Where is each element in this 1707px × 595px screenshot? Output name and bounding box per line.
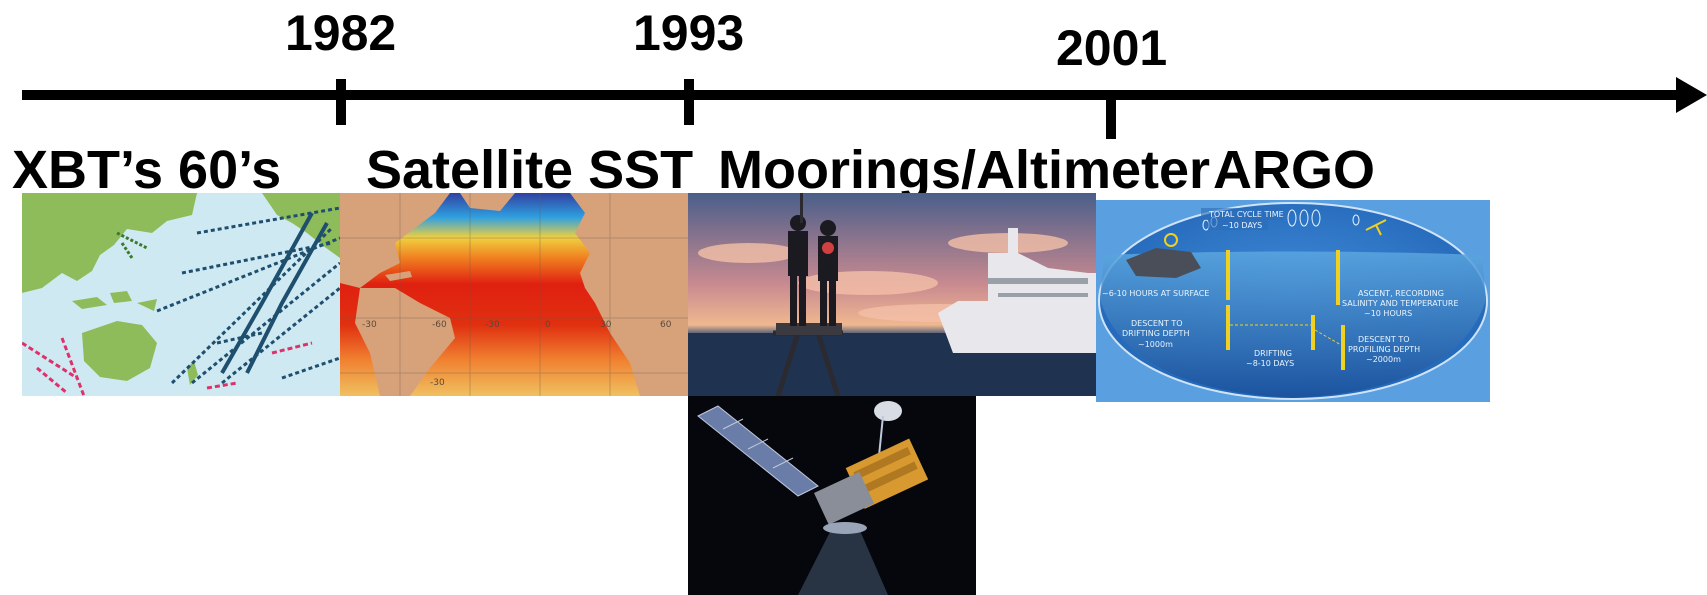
sst-tick-label: -30 [430, 378, 445, 388]
argo-ascent-label: ~10 HOURS [1364, 309, 1412, 318]
sst-tick-label: 60 [660, 320, 672, 330]
argo-drifting-label: ~8-10 DAYS [1246, 359, 1294, 368]
sst-map-image: -30 -60 -30 0 30 60 -30 [340, 193, 688, 396]
argo-descent-profile-label: DESCENT TO [1358, 335, 1410, 344]
tick-1993 [684, 79, 694, 125]
argo-drifting-label: DRIFTING [1254, 349, 1292, 358]
altimeter-satellite-image [688, 396, 976, 595]
sst-tick-label: 30 [600, 320, 612, 330]
era-label-satellite-sst: Satellite SST [366, 140, 694, 200]
sst-tick-label: -60 [432, 320, 447, 330]
argo-total-cycle-value: ~10 DAYS [1222, 221, 1262, 230]
argo-total-cycle-label: TOTAL CYCLE TIME [1208, 210, 1284, 219]
year-label-1993: 1993 [633, 5, 745, 61]
era-label-xbt: XBT’s 60’s [12, 140, 282, 200]
year-label-1982: 1982 [285, 5, 397, 61]
argo-descent-drift-label: DRIFTING DEPTH [1122, 329, 1189, 338]
sst-tick-label: 0 [545, 320, 551, 330]
era-label-argo: ARGO [1213, 140, 1375, 200]
timeline-axis [22, 77, 1707, 139]
argo-descent-profile-label: ~2000m [1366, 355, 1401, 364]
tick-1982 [336, 79, 346, 125]
argo-ascent-label: ASCENT, RECORDING [1358, 289, 1444, 298]
sst-tick-label: -30 [362, 320, 377, 330]
timeline-arrowhead [1676, 77, 1707, 113]
argo-ascent-label: SALINITY AND TEMPERATURE [1342, 299, 1459, 308]
argo-surface-label: ~6-10 HOURS AT SURFACE [1102, 289, 1209, 298]
argo-descent-drift-label: ~1000m [1138, 340, 1173, 349]
sst-tick-label: -30 [485, 320, 500, 330]
era-label-moorings-altimeter: Moorings/Altimeter [718, 140, 1211, 200]
argo-descent-drift-label: DESCENT TO [1131, 319, 1183, 328]
tick-2001 [1106, 95, 1116, 139]
argo-descent-profile-label: PROFILING DEPTH [1348, 345, 1420, 354]
xbt-map-image [22, 193, 340, 396]
argo-cycle-diagram: TOTAL CYCLE TIME ~10 DAYS ~6-10 HOURS AT… [1096, 200, 1490, 402]
mooring-ship-photo [688, 193, 1096, 396]
year-label-2001: 2001 [1056, 20, 1168, 76]
